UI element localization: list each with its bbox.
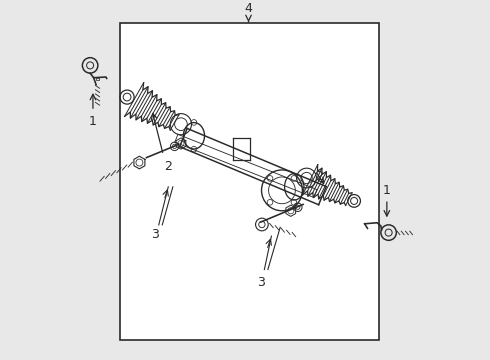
- Bar: [120, 23, 379, 340]
- Bar: [96, 78, 99, 80]
- Text: 1: 1: [383, 184, 391, 197]
- Text: 4: 4: [245, 3, 252, 15]
- Text: 2: 2: [164, 160, 172, 173]
- Text: 3: 3: [257, 276, 265, 289]
- Text: 2: 2: [315, 170, 322, 183]
- Text: 3: 3: [151, 228, 159, 241]
- Text: 1: 1: [89, 115, 97, 128]
